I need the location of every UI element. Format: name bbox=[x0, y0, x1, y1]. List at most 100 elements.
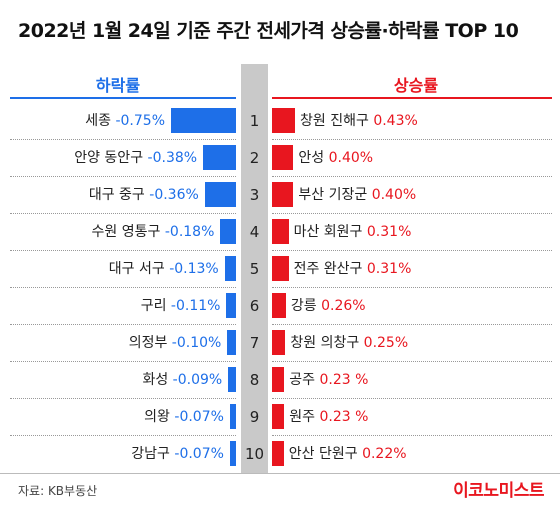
row-divider bbox=[272, 287, 552, 288]
decline-value: -0.36% bbox=[149, 187, 199, 203]
region-name: 전주 완산구 bbox=[293, 261, 363, 277]
row-divider bbox=[10, 361, 236, 362]
rise-bar bbox=[272, 219, 289, 244]
row-divider bbox=[10, 213, 236, 214]
rise-label: 원주 0.23 % bbox=[289, 398, 368, 436]
row-divider bbox=[10, 287, 236, 288]
rise-value: 0.43% bbox=[373, 113, 418, 129]
decline-header: 하락률 bbox=[95, 76, 141, 95]
decline-value: -0.13% bbox=[169, 261, 219, 277]
rise-value: 0.22% bbox=[362, 446, 407, 462]
rise-label: 안성 0.40% bbox=[298, 139, 373, 177]
decline-label: 대구 중구 -0.36% bbox=[89, 176, 199, 214]
decline-value: -0.09% bbox=[172, 372, 223, 388]
region-name: 구리 bbox=[140, 298, 167, 314]
rank-number: 10 bbox=[244, 445, 265, 463]
decline-bar bbox=[203, 145, 236, 170]
row-divider bbox=[272, 176, 552, 177]
rise-label: 마산 회원구 0.31% bbox=[294, 213, 412, 251]
decline-bar bbox=[229, 404, 236, 429]
rank-number: 4 bbox=[249, 223, 260, 241]
decline-label: 대구 서구 -0.13% bbox=[109, 250, 219, 288]
rise-label: 전주 완산구 0.31% bbox=[294, 250, 412, 288]
region-name: 대구 중구 bbox=[88, 187, 145, 203]
decline-bar bbox=[224, 256, 236, 281]
decline-label: 세종 -0.75% bbox=[85, 102, 165, 140]
footer-divider bbox=[0, 473, 560, 474]
rise-bar bbox=[272, 367, 285, 392]
region-name: 안양 동안구 bbox=[74, 150, 144, 166]
row-divider bbox=[10, 324, 236, 325]
region-name: 공주 bbox=[289, 372, 316, 388]
decline-header-underline bbox=[10, 97, 236, 99]
decline-label: 안양 동안구 -0.38% bbox=[74, 139, 197, 177]
rise-bar bbox=[272, 145, 294, 170]
row-divider bbox=[272, 361, 552, 362]
region-name: 의왕 bbox=[144, 409, 170, 425]
table-row: 3 대구 중구 -0.36% 부산 기장군 0.40% bbox=[0, 176, 560, 214]
region-name: 화성 bbox=[142, 372, 169, 388]
row-divider bbox=[10, 435, 236, 436]
region-name: 창원 의창구 bbox=[290, 335, 360, 351]
table-row: 9 의왕 -0.07% 원주 0.23 % bbox=[0, 398, 560, 436]
region-name: 대구 서구 bbox=[108, 261, 165, 277]
rank-number: 6 bbox=[249, 297, 260, 315]
rise-bar bbox=[272, 108, 295, 133]
decline-value: -0.07% bbox=[174, 446, 224, 462]
decline-value: -0.38% bbox=[147, 150, 198, 166]
region-name: 의정부 bbox=[128, 335, 168, 351]
rank-number: 1 bbox=[249, 112, 260, 130]
decline-bar bbox=[171, 108, 236, 133]
rise-value: 0.26% bbox=[321, 298, 366, 314]
decline-label: 강남구 -0.07% bbox=[131, 435, 224, 473]
rise-header: 상승률 bbox=[393, 76, 439, 95]
rise-bar bbox=[272, 293, 286, 318]
rise-value: 0.23 % bbox=[319, 372, 369, 388]
table-row: 7 의정부 -0.10% 창원 의창구 0.25% bbox=[0, 324, 560, 362]
table-row: 10 강남구 -0.07% 안산 단원구 0.22% bbox=[0, 435, 560, 473]
decline-label: 의왕 -0.07% bbox=[144, 398, 224, 436]
region-name: 부산 기장군 bbox=[298, 187, 368, 203]
chart-title: 2022년 1월 24일 기준 주간 전세가격 상승률·하락률 TOP 10 bbox=[18, 20, 519, 42]
decline-bar bbox=[226, 293, 236, 318]
region-name: 창원 진해구 bbox=[300, 113, 369, 129]
row-divider bbox=[272, 250, 552, 251]
rise-label: 부산 기장군 0.40% bbox=[298, 176, 416, 214]
decline-bar bbox=[227, 330, 236, 355]
row-divider bbox=[272, 139, 552, 140]
rise-bar bbox=[272, 404, 285, 429]
rank-number: 9 bbox=[249, 408, 260, 426]
rise-header-underline bbox=[272, 97, 552, 99]
rise-value: 0.25% bbox=[363, 335, 409, 351]
decline-bar bbox=[204, 182, 236, 207]
rise-value: 0.23 % bbox=[319, 409, 369, 425]
row-divider bbox=[10, 139, 236, 140]
rise-label: 안산 단원구 0.22% bbox=[289, 435, 407, 473]
table-row: 1 세종 -0.75% 창원 진해구 0.43% bbox=[0, 102, 560, 140]
decline-label: 수원 영통구 -0.18% bbox=[92, 213, 215, 251]
rank-number: 3 bbox=[249, 186, 260, 204]
rise-value: 0.31% bbox=[366, 261, 412, 277]
rise-label: 창원 의창구 0.25% bbox=[290, 324, 408, 362]
decline-value: -0.07% bbox=[174, 409, 224, 425]
rise-label: 창원 진해구 0.43% bbox=[300, 102, 418, 140]
region-name: 강릉 bbox=[290, 298, 317, 314]
region-name: 안성 bbox=[298, 150, 325, 166]
region-name: 세종 bbox=[85, 113, 112, 129]
publisher-logo: 이코노미스트 bbox=[453, 481, 544, 501]
rank-column bbox=[241, 64, 268, 473]
decline-bar bbox=[220, 219, 236, 244]
rank-number: 8 bbox=[249, 371, 260, 389]
rise-bar bbox=[272, 441, 284, 466]
decline-bar bbox=[229, 441, 236, 466]
decline-value: -0.10% bbox=[171, 335, 222, 351]
row-divider bbox=[272, 435, 552, 436]
rise-value: 0.40% bbox=[328, 150, 374, 166]
table-row: 5 대구 서구 -0.13% 전주 완산구 0.31% bbox=[0, 250, 560, 288]
rise-bar bbox=[272, 256, 289, 281]
decline-value: -0.18% bbox=[164, 224, 215, 240]
decline-value: -0.75% bbox=[115, 113, 165, 129]
rise-label: 공주 0.23 % bbox=[289, 361, 368, 399]
rank-number: 7 bbox=[249, 334, 260, 352]
decline-label: 구리 -0.11% bbox=[141, 287, 221, 325]
